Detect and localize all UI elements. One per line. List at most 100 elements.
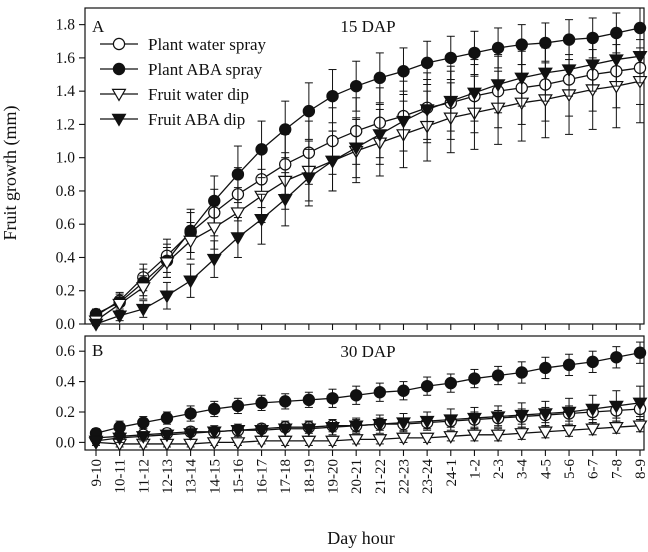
x-tick-label: 21-22 <box>373 459 389 494</box>
data-point <box>372 418 388 432</box>
plot-frame <box>84 335 645 451</box>
data-point <box>444 51 457 65</box>
series-fruit-aba-dip <box>88 29 648 332</box>
x-tick-label: 6-7 <box>586 459 602 479</box>
data-point <box>610 351 623 364</box>
legend-label: Fruit water dip <box>148 85 249 104</box>
data-point <box>397 384 410 397</box>
y-tick-label: 1.6 <box>56 50 76 67</box>
y-tick-label: 1.4 <box>56 83 76 100</box>
data-point <box>184 407 197 420</box>
data-point <box>632 420 648 434</box>
data-point <box>373 386 387 399</box>
data-point <box>326 89 339 103</box>
x-tick-label: 13-14 <box>184 459 200 494</box>
data-point <box>230 437 246 450</box>
y-tick-label: 1.0 <box>56 150 76 167</box>
data-point <box>231 168 245 181</box>
data-point <box>372 129 388 142</box>
panel-a: 0.0 0.2 0.4 0.6 0.8 1.0 1.2 1.4 1.6 1.8 A 15 DAP Pla… <box>56 7 648 333</box>
data-point <box>111 88 127 102</box>
data-point <box>208 402 221 416</box>
data-point <box>112 62 126 76</box>
data-point <box>230 232 246 246</box>
data-point <box>466 87 482 101</box>
data-point <box>561 406 577 420</box>
x-tick-label: 23-24 <box>420 459 436 494</box>
series-line <box>95 352 641 434</box>
y-tick-label: 0.8 <box>56 183 76 200</box>
data-point <box>514 409 530 423</box>
x-tick-label: 16-17 <box>255 459 271 494</box>
data-point <box>515 366 528 379</box>
data-point <box>349 79 363 93</box>
x-tick-label: 14-15 <box>207 459 223 494</box>
data-point <box>208 194 221 208</box>
data-point <box>468 372 481 385</box>
legend: Plant water spray Plant ABA spray Fruit wa… <box>100 35 267 129</box>
data-point <box>301 423 317 437</box>
data-point <box>302 104 316 118</box>
data-point <box>586 355 599 369</box>
data-point <box>419 104 435 118</box>
y-tick-label: 1.8 <box>56 17 76 34</box>
x-tick-label: 11-12 <box>136 459 152 493</box>
data-point <box>537 67 553 81</box>
data-point <box>135 303 151 317</box>
data-point <box>137 416 150 429</box>
y-tick-label: 1.2 <box>56 116 75 133</box>
data-point <box>159 290 175 304</box>
x-axis-label: Day hour <box>327 528 394 548</box>
plot-frame <box>84 7 645 325</box>
data-point <box>443 414 459 428</box>
x-tick-label: 2-3 <box>491 459 507 479</box>
panel-title: 30 DAP <box>340 342 395 361</box>
data-point <box>113 421 126 434</box>
data-point <box>514 428 530 441</box>
x-tick-label: 19-20 <box>326 459 342 494</box>
data-point <box>490 429 506 443</box>
data-point <box>444 376 457 390</box>
data-point <box>608 421 624 435</box>
series-plant-aba-spray <box>89 341 647 440</box>
data-point <box>491 369 505 382</box>
data-point <box>490 411 506 425</box>
data-point <box>561 64 577 78</box>
x-tick-label: 24-1 <box>444 459 460 487</box>
data-point <box>466 412 482 426</box>
data-point <box>348 420 364 434</box>
data-point <box>279 123 292 136</box>
data-point <box>206 426 222 440</box>
y-tick-label: 0.4 <box>56 249 76 266</box>
data-point <box>325 435 340 449</box>
data-point <box>206 253 222 267</box>
series-line <box>95 425 641 445</box>
data-point <box>608 54 624 68</box>
data-point <box>372 434 388 447</box>
data-point <box>633 346 647 359</box>
data-point <box>608 400 624 414</box>
series-fruit-water-dip <box>88 39 648 329</box>
data-point <box>301 435 317 449</box>
data-point <box>348 434 364 447</box>
data-point <box>632 397 648 411</box>
data-point <box>255 143 268 156</box>
panel-b: 0.0 0.2 0.4 0.6 B 30 DAP <box>56 335 648 456</box>
data-point <box>397 64 410 78</box>
y-tick-label: 0.6 <box>56 343 76 360</box>
series-fruit-aba-dip <box>88 385 648 449</box>
data-point <box>562 358 576 372</box>
x-tick-label: 10-11 <box>113 459 129 493</box>
data-point <box>160 411 174 425</box>
data-point <box>301 172 317 186</box>
data-point <box>254 214 270 227</box>
data-point <box>183 235 199 249</box>
data-point <box>230 425 246 438</box>
data-point <box>206 222 222 236</box>
data-point <box>277 423 293 437</box>
panel-title: 15 DAP <box>340 17 395 36</box>
data-point <box>443 431 459 444</box>
y-tick-label: 0.0 <box>56 316 76 333</box>
data-point <box>373 71 387 85</box>
data-point <box>135 282 151 296</box>
